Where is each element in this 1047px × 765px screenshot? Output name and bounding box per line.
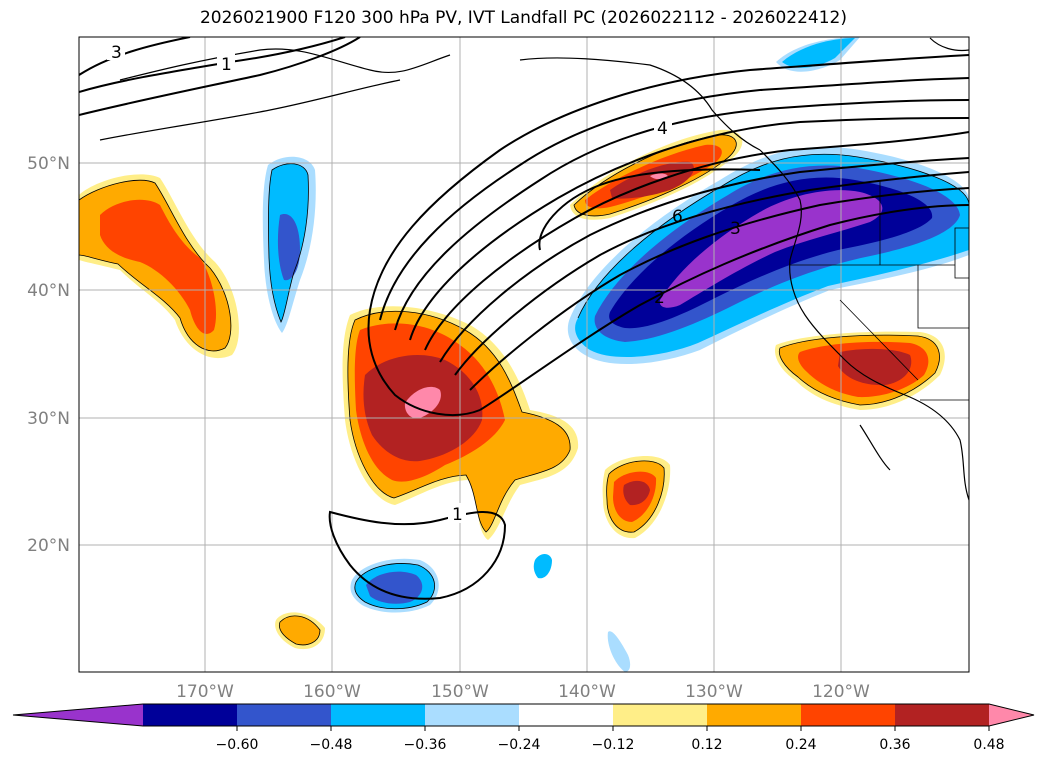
state-borders (790, 180, 969, 401)
colorbar-segment (895, 704, 990, 726)
lat-label: 40°N (27, 281, 70, 301)
colorbar-tick-label: −0.24 (498, 737, 541, 753)
lon-label: 120°W (812, 682, 870, 702)
contour-label: 6 (672, 207, 683, 227)
map-area: 3 1 4 6 3 2 1 (79, 37, 969, 672)
contour-label: 2 (654, 288, 665, 308)
colorbar-segment (613, 704, 708, 726)
lon-label: 140°W (558, 682, 616, 702)
colorbar-segment (237, 704, 332, 726)
lon-label: 170°W (176, 682, 234, 702)
colorbar-tick-label: −0.48 (310, 737, 353, 753)
colorbar-extend-high (989, 704, 1034, 726)
colorbar-tick-label: 0.36 (879, 737, 910, 753)
colorbar: −0.60 −0.48 −0.36 −0.24 −0.12 0.12 0.24 0.36 0.4… (12, 703, 1035, 753)
lon-label: 150°W (431, 682, 489, 702)
colorbar-tick-label: −0.60 (216, 737, 259, 753)
colorbar-segment (801, 704, 896, 726)
colorbar-tick-label: −0.36 (404, 737, 447, 753)
lat-label: 30°N (27, 409, 70, 429)
lat-label: 50°N (27, 154, 70, 174)
lon-label: 130°W (685, 682, 743, 702)
contour-labels: 3 1 4 6 3 2 1 (107, 40, 741, 525)
colorbar-tick-label: 0.12 (691, 737, 722, 753)
colorbar-outline (12, 703, 1035, 727)
colorbar-extend-low (13, 704, 143, 726)
colorbar-segment (707, 704, 802, 726)
colorbar-tick-label: 0.48 (973, 737, 1004, 753)
longitude-labels: 170°W 160°W 150°W 140°W 130°W 120°W (176, 682, 870, 702)
colorbar-segment (519, 704, 614, 726)
lon-label: 160°W (303, 682, 361, 702)
colorbar-segment (425, 704, 520, 726)
colorbar-segment (331, 704, 426, 726)
figure-title: 2026021900 F120 300 hPa PV, IVT Landfall… (199, 8, 847, 28)
lat-label: 20°N (27, 536, 70, 556)
pv-contours (79, 37, 969, 600)
contour-label: 1 (221, 55, 232, 75)
coastlines (99, 37, 969, 501)
latitude-labels: 50°N 40°N 30°N 20°N (27, 154, 70, 556)
colorbar-segment (143, 704, 238, 726)
map-frame (78, 36, 970, 673)
ivt-shading (79, 37, 969, 672)
contour-label: 4 (657, 119, 668, 139)
colorbar-tick-label: 0.24 (785, 737, 816, 753)
colorbar-tick-label: −0.12 (592, 737, 635, 753)
contour-label: 3 (730, 219, 741, 239)
shading-outlines (79, 134, 969, 646)
contour-label: 1 (452, 505, 463, 525)
contour-label: 3 (111, 43, 122, 63)
